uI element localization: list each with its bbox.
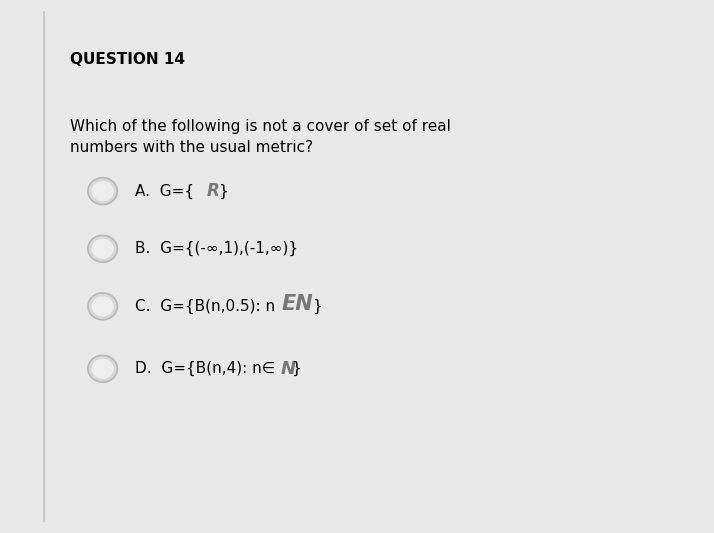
Ellipse shape (88, 293, 117, 320)
Text: }: } (218, 183, 227, 199)
Text: R: R (206, 182, 219, 200)
Text: }: } (313, 298, 322, 314)
Ellipse shape (88, 356, 117, 382)
Ellipse shape (91, 359, 114, 379)
Ellipse shape (88, 235, 117, 262)
Text: }: } (291, 361, 301, 376)
Text: B.  G={(-∞,1),(-1,∞)}: B. G={(-∞,1),(-1,∞)} (135, 241, 298, 256)
Text: QUESTION 14: QUESTION 14 (71, 52, 186, 67)
Ellipse shape (91, 296, 114, 317)
Ellipse shape (91, 239, 114, 259)
Text: N: N (280, 360, 296, 378)
Text: C.  G={B(n,0.5): n: C. G={B(n,0.5): n (135, 298, 275, 314)
Text: Which of the following is not a cover of set of real: Which of the following is not a cover of… (71, 119, 451, 134)
Ellipse shape (91, 181, 114, 201)
Text: D.  G={B(n,4): n∈: D. G={B(n,4): n∈ (135, 361, 275, 376)
Text: EN: EN (282, 294, 313, 314)
Ellipse shape (88, 177, 117, 205)
Text: A.  G={: A. G={ (135, 183, 194, 199)
Text: numbers with the usual metric?: numbers with the usual metric? (71, 140, 313, 155)
